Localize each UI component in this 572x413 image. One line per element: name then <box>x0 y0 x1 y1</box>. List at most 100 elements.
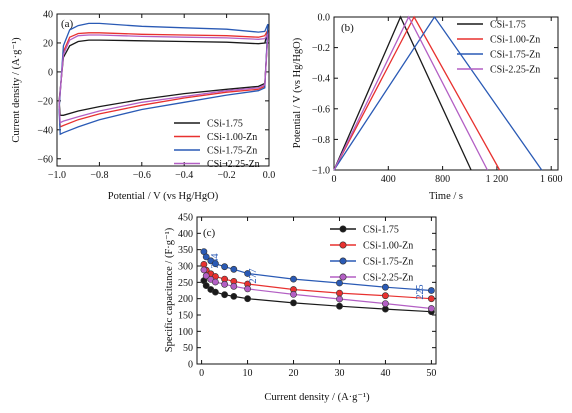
x-tick-label: −1.0 <box>48 170 66 181</box>
data-point <box>290 290 297 298</box>
series-CSi-2.25-Zn-loop <box>58 32 269 124</box>
panel-a-ylabel: Current density / (A·g⁻¹) <box>11 37 22 143</box>
data-point <box>202 253 210 261</box>
panel-c-capacitance: (c) 0 10 20 30 40 50 0 50 100 150 200 250 300 350 400 4… <box>164 213 437 403</box>
x-tick-label: −0.6 <box>133 170 151 181</box>
annotation-344: 344 <box>210 254 221 269</box>
annotation-277: 277 <box>248 269 259 284</box>
panel-c-frame <box>196 216 437 365</box>
legend-marker <box>339 225 347 233</box>
x-tick-label: 800 <box>435 174 450 185</box>
panel-b-label: (b) <box>341 22 354 34</box>
legend-marker <box>339 241 347 249</box>
series-CSi-1.75-line <box>333 15 472 171</box>
data-point <box>244 285 251 293</box>
y-tick-label: 0 <box>188 360 193 371</box>
annotation-225: 225 <box>415 285 426 300</box>
x-tick-label: −0.2 <box>218 170 236 181</box>
panel-a-curves <box>58 22 269 136</box>
series-CSi-1.00-Zn-loop <box>58 29 269 128</box>
data-point <box>211 288 219 296</box>
data-point <box>290 299 297 307</box>
y-tick-label: 0.0 <box>318 13 331 24</box>
series-CSi-1.75-loop <box>58 31 269 116</box>
y-tick-label: 450 <box>178 213 193 224</box>
x-tick-label: −0.8 <box>90 170 108 181</box>
series-CSi-2.25-Zn-line <box>333 15 488 171</box>
legend-label: CSi-1.00-Zn <box>490 35 540 46</box>
data-point <box>336 302 343 310</box>
data-point <box>381 283 389 291</box>
panel-a-frame <box>56 13 270 167</box>
x-tick-label: 20 <box>289 368 299 379</box>
y-tick-label: 350 <box>178 245 193 256</box>
data-point <box>211 260 219 268</box>
x-tick-label: 30 <box>334 368 344 379</box>
series-CSi-1.00-Zn-line <box>333 15 501 171</box>
y-tick-label: 250 <box>178 278 193 289</box>
panel-c-label: (c) <box>203 227 216 239</box>
x-tick-label: −0.4 <box>175 170 193 181</box>
data-point <box>202 272 210 280</box>
y-tick-label: 20 <box>43 38 53 49</box>
y-tick-label: 100 <box>178 327 193 338</box>
legend-label: CSi-1.00-Zn <box>207 132 257 143</box>
panel-a-legend: CSi-1.75 CSi-1.00-Zn CSi-1.75-Zn CSi−2.25-Z… <box>174 119 260 170</box>
legend-label: CSi-1.75 <box>490 20 526 31</box>
x-tick-label: 0.0 <box>263 170 276 181</box>
y-tick-label: −20 <box>37 96 53 107</box>
data-point <box>381 300 389 307</box>
data-point <box>221 280 228 288</box>
legend-label: CSi-1.75 <box>363 225 399 236</box>
legend-label: CSi-1.75-Zn <box>490 50 540 61</box>
data-point <box>211 278 219 286</box>
series-CSi-1.75-Zn-loop <box>58 22 269 136</box>
series-CSi-1.75-Zn-line <box>333 15 543 171</box>
data-point <box>427 305 435 312</box>
panel-c-ylabel: Specific capacitance / (F·g⁻¹) <box>164 227 175 352</box>
panel-c-legend: CSi-1.75 CSi-1.00-Zn CSi-1.75-Zn CSi-2.25-Z… <box>330 225 413 284</box>
legend-label: CSi−2.25-Zn <box>207 159 260 170</box>
data-point <box>221 263 228 271</box>
y-tick-label: 0 <box>48 67 53 78</box>
panel-b-legend: CSi-1.75 CSi-1.00-Zn CSi-1.75-Zn CSi-2.25-Z… <box>457 20 540 76</box>
legend-marker <box>339 257 347 265</box>
panel-c-xlabel: Current density / (A·g⁻¹) <box>264 392 370 403</box>
x-tick-label: 0 <box>199 368 204 379</box>
y-tick-label: 400 <box>178 229 193 240</box>
x-tick-label: 50 <box>426 368 436 379</box>
x-tick-label: 1 600 <box>540 174 563 185</box>
y-tick-label: −40 <box>37 125 53 136</box>
legend-label: CSi-1.75-Zn <box>363 257 413 268</box>
legend-label: CSi-1.75 <box>207 119 243 130</box>
data-point <box>221 291 228 299</box>
x-tick-label: 0 <box>332 174 337 185</box>
panel-b-gcd: (b) 0 400 800 1 200 1 600 −1.0 −0.8 −0.6 −0.4 −0.… <box>292 13 562 203</box>
data-point <box>230 265 238 273</box>
panel-a-cv: (a) −1.0 −0.8 −0.6 −0.4 −0.2 0.0 −60 −40 −20 0 20 4… <box>11 10 275 203</box>
y-tick-label: 50 <box>183 343 193 354</box>
y-tick-label: 150 <box>178 311 193 322</box>
legend-label: CSi-2.25-Zn <box>490 65 540 76</box>
x-tick-label: 1 200 <box>486 174 509 185</box>
data-point <box>202 282 210 289</box>
x-tick-label: 40 <box>380 368 390 379</box>
y-tick-label: −0.2 <box>312 43 330 54</box>
y-tick-label: −0.8 <box>312 135 330 146</box>
y-tick-label: −0.4 <box>312 74 330 85</box>
data-point <box>336 279 343 287</box>
data-point <box>244 270 251 277</box>
panel-a-ticks: −1.0 −0.8 −0.6 −0.4 −0.2 0.0 −60 −40 −20 0 20 40 <box>37 10 275 182</box>
y-tick-label: −0.6 <box>312 104 330 115</box>
data-point <box>200 266 208 274</box>
panel-b-ylabel: Potential / V (vs Hg/HgO) <box>292 37 303 148</box>
legend-label: CSi-2.25-Zn <box>363 273 413 284</box>
panel-b-frame <box>333 16 559 171</box>
y-tick-label: −60 <box>37 154 53 165</box>
legend-label: CSi-1.75-Zn <box>207 146 257 157</box>
data-point <box>244 295 251 303</box>
data-point <box>290 275 297 283</box>
data-point <box>230 282 238 290</box>
panel-c-curves <box>200 248 435 316</box>
y-tick-label: 300 <box>178 262 193 273</box>
